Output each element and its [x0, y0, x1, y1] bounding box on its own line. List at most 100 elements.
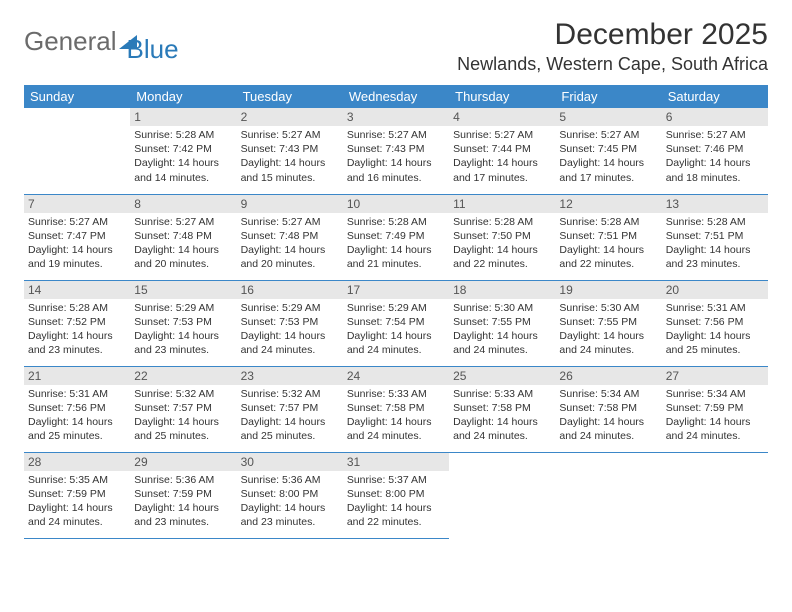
- calendar-week-row: 7Sunrise: 5:27 AMSunset: 7:47 PMDaylight…: [24, 194, 768, 280]
- header: General Blue December 2025 Newlands, Wes…: [24, 18, 768, 75]
- calendar-day-cell: 6Sunrise: 5:27 AMSunset: 7:46 PMDaylight…: [662, 108, 768, 194]
- calendar-day-cell: 15Sunrise: 5:29 AMSunset: 7:53 PMDayligh…: [130, 280, 236, 366]
- calendar-day-cell: 4Sunrise: 5:27 AMSunset: 7:44 PMDaylight…: [449, 108, 555, 194]
- calendar-day-cell: 17Sunrise: 5:29 AMSunset: 7:54 PMDayligh…: [343, 280, 449, 366]
- day-number: 7: [24, 195, 130, 213]
- calendar-day-cell: 7Sunrise: 5:27 AMSunset: 7:47 PMDaylight…: [24, 194, 130, 280]
- weekday-header: Saturday: [662, 85, 768, 108]
- day-details: Sunrise: 5:28 AMSunset: 7:52 PMDaylight:…: [24, 299, 130, 362]
- day-number: 10: [343, 195, 449, 213]
- day-number: 4: [449, 108, 555, 126]
- day-details: Sunrise: 5:35 AMSunset: 7:59 PMDaylight:…: [24, 471, 130, 534]
- day-details: Sunrise: 5:30 AMSunset: 7:55 PMDaylight:…: [555, 299, 661, 362]
- day-details: Sunrise: 5:31 AMSunset: 7:56 PMDaylight:…: [662, 299, 768, 362]
- day-details: Sunrise: 5:36 AMSunset: 8:00 PMDaylight:…: [237, 471, 343, 534]
- calendar-week-row: 14Sunrise: 5:28 AMSunset: 7:52 PMDayligh…: [24, 280, 768, 366]
- calendar-day-cell: [449, 452, 555, 538]
- calendar-table: SundayMondayTuesdayWednesdayThursdayFrid…: [24, 85, 768, 539]
- logo: General Blue: [24, 18, 179, 65]
- day-details: Sunrise: 5:28 AMSunset: 7:50 PMDaylight:…: [449, 213, 555, 276]
- day-number: 29: [130, 453, 236, 471]
- calendar-day-cell: 1Sunrise: 5:28 AMSunset: 7:42 PMDaylight…: [130, 108, 236, 194]
- weekday-header: Sunday: [24, 85, 130, 108]
- calendar-day-cell: 21Sunrise: 5:31 AMSunset: 7:56 PMDayligh…: [24, 366, 130, 452]
- day-number: 27: [662, 367, 768, 385]
- day-number: 17: [343, 281, 449, 299]
- day-number: 25: [449, 367, 555, 385]
- day-details: Sunrise: 5:31 AMSunset: 7:56 PMDaylight:…: [24, 385, 130, 448]
- day-details: Sunrise: 5:30 AMSunset: 7:55 PMDaylight:…: [449, 299, 555, 362]
- day-number: 22: [130, 367, 236, 385]
- day-number: 28: [24, 453, 130, 471]
- day-number: 31: [343, 453, 449, 471]
- day-number: 12: [555, 195, 661, 213]
- weekday-header: Tuesday: [237, 85, 343, 108]
- calendar-day-cell: 16Sunrise: 5:29 AMSunset: 7:53 PMDayligh…: [237, 280, 343, 366]
- day-details: Sunrise: 5:34 AMSunset: 7:59 PMDaylight:…: [662, 385, 768, 448]
- calendar-day-cell: 14Sunrise: 5:28 AMSunset: 7:52 PMDayligh…: [24, 280, 130, 366]
- day-number: 3: [343, 108, 449, 126]
- day-details: Sunrise: 5:28 AMSunset: 7:49 PMDaylight:…: [343, 213, 449, 276]
- calendar-day-cell: 30Sunrise: 5:36 AMSunset: 8:00 PMDayligh…: [237, 452, 343, 538]
- day-details: Sunrise: 5:28 AMSunset: 7:42 PMDaylight:…: [130, 126, 236, 189]
- day-number: 9: [237, 195, 343, 213]
- day-details: Sunrise: 5:37 AMSunset: 8:00 PMDaylight:…: [343, 471, 449, 534]
- day-number: 5: [555, 108, 661, 126]
- day-number: 16: [237, 281, 343, 299]
- day-details: Sunrise: 5:34 AMSunset: 7:58 PMDaylight:…: [555, 385, 661, 448]
- day-number: 20: [662, 281, 768, 299]
- calendar-day-cell: 12Sunrise: 5:28 AMSunset: 7:51 PMDayligh…: [555, 194, 661, 280]
- weekday-header: Monday: [130, 85, 236, 108]
- day-details: Sunrise: 5:33 AMSunset: 7:58 PMDaylight:…: [343, 385, 449, 448]
- location-subtitle: Newlands, Western Cape, South Africa: [457, 54, 768, 75]
- day-details: Sunrise: 5:28 AMSunset: 7:51 PMDaylight:…: [662, 213, 768, 276]
- day-details: Sunrise: 5:27 AMSunset: 7:44 PMDaylight:…: [449, 126, 555, 189]
- calendar-day-cell: 24Sunrise: 5:33 AMSunset: 7:58 PMDayligh…: [343, 366, 449, 452]
- day-number: 19: [555, 281, 661, 299]
- day-number: 23: [237, 367, 343, 385]
- calendar-day-cell: 5Sunrise: 5:27 AMSunset: 7:45 PMDaylight…: [555, 108, 661, 194]
- day-details: Sunrise: 5:27 AMSunset: 7:43 PMDaylight:…: [237, 126, 343, 189]
- calendar-day-cell: 22Sunrise: 5:32 AMSunset: 7:57 PMDayligh…: [130, 366, 236, 452]
- day-details: Sunrise: 5:29 AMSunset: 7:53 PMDaylight:…: [130, 299, 236, 362]
- day-details: Sunrise: 5:29 AMSunset: 7:53 PMDaylight:…: [237, 299, 343, 362]
- day-details: Sunrise: 5:29 AMSunset: 7:54 PMDaylight:…: [343, 299, 449, 362]
- day-number: 2: [237, 108, 343, 126]
- calendar-day-cell: 3Sunrise: 5:27 AMSunset: 7:43 PMDaylight…: [343, 108, 449, 194]
- day-number: 26: [555, 367, 661, 385]
- calendar-week-row: 28Sunrise: 5:35 AMSunset: 7:59 PMDayligh…: [24, 452, 768, 538]
- day-number: 30: [237, 453, 343, 471]
- logo-text-blue: Blue: [127, 34, 179, 65]
- calendar-day-cell: 11Sunrise: 5:28 AMSunset: 7:50 PMDayligh…: [449, 194, 555, 280]
- calendar-day-cell: 20Sunrise: 5:31 AMSunset: 7:56 PMDayligh…: [662, 280, 768, 366]
- day-details: Sunrise: 5:28 AMSunset: 7:51 PMDaylight:…: [555, 213, 661, 276]
- calendar-day-cell: [662, 452, 768, 538]
- logo-text-general: General: [24, 26, 117, 57]
- calendar-day-cell: 13Sunrise: 5:28 AMSunset: 7:51 PMDayligh…: [662, 194, 768, 280]
- day-number: 14: [24, 281, 130, 299]
- day-details: Sunrise: 5:27 AMSunset: 7:46 PMDaylight:…: [662, 126, 768, 189]
- day-details: Sunrise: 5:27 AMSunset: 7:48 PMDaylight:…: [130, 213, 236, 276]
- weekday-header: Wednesday: [343, 85, 449, 108]
- calendar-day-cell: 2Sunrise: 5:27 AMSunset: 7:43 PMDaylight…: [237, 108, 343, 194]
- weekday-header: Friday: [555, 85, 661, 108]
- calendar-day-cell: 28Sunrise: 5:35 AMSunset: 7:59 PMDayligh…: [24, 452, 130, 538]
- day-number: 6: [662, 108, 768, 126]
- calendar-day-cell: 25Sunrise: 5:33 AMSunset: 7:58 PMDayligh…: [449, 366, 555, 452]
- day-number: 8: [130, 195, 236, 213]
- day-details: Sunrise: 5:32 AMSunset: 7:57 PMDaylight:…: [130, 385, 236, 448]
- day-details: Sunrise: 5:32 AMSunset: 7:57 PMDaylight:…: [237, 385, 343, 448]
- calendar-day-cell: 31Sunrise: 5:37 AMSunset: 8:00 PMDayligh…: [343, 452, 449, 538]
- month-title: December 2025: [457, 18, 768, 52]
- day-number: 11: [449, 195, 555, 213]
- calendar-day-cell: 26Sunrise: 5:34 AMSunset: 7:58 PMDayligh…: [555, 366, 661, 452]
- calendar-day-cell: 9Sunrise: 5:27 AMSunset: 7:48 PMDaylight…: [237, 194, 343, 280]
- calendar-day-cell: [555, 452, 661, 538]
- calendar-day-cell: 23Sunrise: 5:32 AMSunset: 7:57 PMDayligh…: [237, 366, 343, 452]
- day-details: Sunrise: 5:27 AMSunset: 7:43 PMDaylight:…: [343, 126, 449, 189]
- day-number: 13: [662, 195, 768, 213]
- calendar-day-cell: 10Sunrise: 5:28 AMSunset: 7:49 PMDayligh…: [343, 194, 449, 280]
- calendar-day-cell: 29Sunrise: 5:36 AMSunset: 7:59 PMDayligh…: [130, 452, 236, 538]
- calendar-week-row: 1Sunrise: 5:28 AMSunset: 7:42 PMDaylight…: [24, 108, 768, 194]
- day-number: 1: [130, 108, 236, 126]
